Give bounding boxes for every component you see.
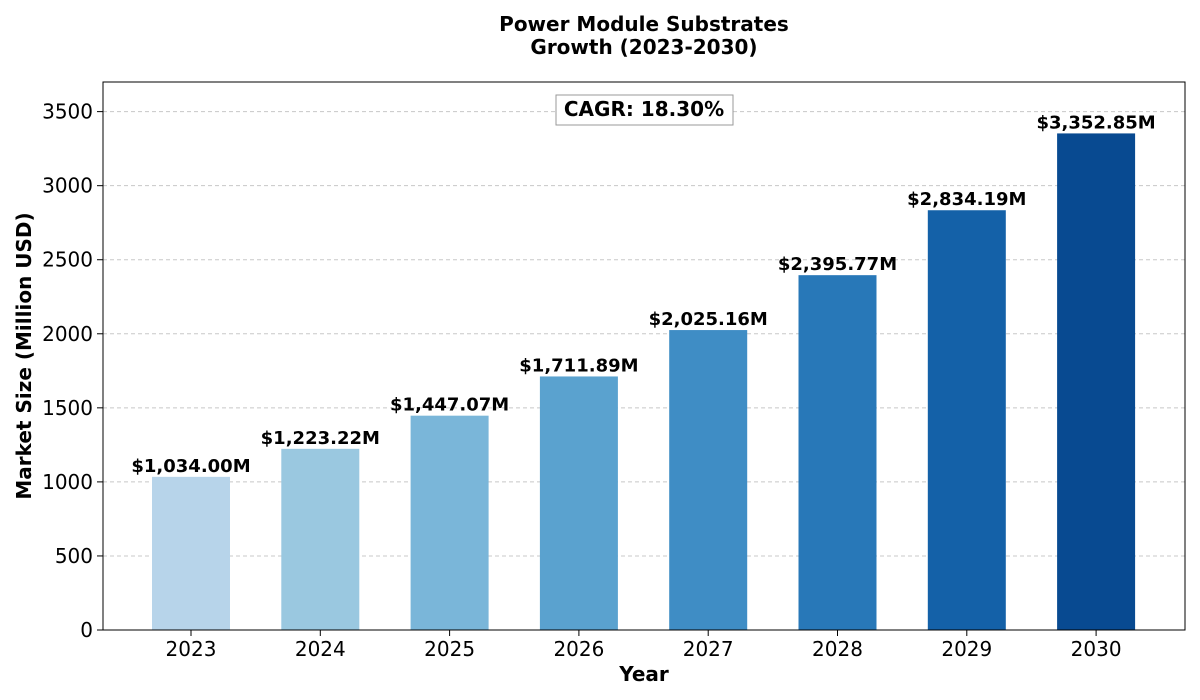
- x-axis-label: Year: [618, 662, 669, 686]
- bar: [410, 415, 489, 630]
- gridlines: [103, 111, 1185, 557]
- x-tick-label: 2023: [166, 637, 217, 661]
- y-tick-label: 1000: [42, 470, 93, 494]
- plot-frame: [102, 81, 1186, 631]
- bar: [669, 330, 748, 630]
- bars: [152, 133, 1136, 631]
- bar-value-label: $1,711.89M: [519, 355, 638, 376]
- y-tick-label: 3000: [42, 174, 93, 198]
- x-tick-label: 2024: [295, 637, 346, 661]
- bar-value-label: $1,223.22M: [261, 428, 380, 449]
- bar-value-label: $2,834.19M: [907, 189, 1026, 210]
- bar: [152, 476, 230, 630]
- y-tick-label: 2000: [42, 322, 93, 346]
- bar: [281, 448, 360, 630]
- y-tick-label: 500: [55, 544, 93, 568]
- y-tick-label: 1500: [42, 396, 93, 420]
- y-tick-label: 2500: [42, 248, 93, 272]
- cagr-text: CAGR: 18.30%: [564, 97, 724, 121]
- y-axis-label: Market Size (Million USD): [12, 212, 36, 499]
- x-tick-label: 2030: [1071, 637, 1122, 661]
- x-axis-ticks: 2023 2024 2025 2026 2027 2028 2029 2030: [166, 630, 1122, 661]
- bar: [798, 275, 877, 630]
- cagr-box: [555, 94, 734, 126]
- x-tick-label: 2026: [553, 637, 604, 661]
- bar-value-label: $1,034.00M: [131, 456, 250, 477]
- bar-value-labels: $1,034.00M $1,223.22M $1,447.07M $1,711.89M…: [131, 112, 1155, 476]
- x-tick-label: 2025: [424, 637, 475, 661]
- chart-title-line-1: Power Module Substrates: [499, 12, 789, 36]
- bar-value-label: $3,352.85M: [1036, 112, 1155, 133]
- x-tick-label: 2028: [812, 637, 863, 661]
- bar-value-label: $2,025.16M: [649, 309, 768, 330]
- x-tick-label: 2029: [941, 637, 992, 661]
- chart-title-line-2: Growth (2023-2030): [530, 35, 757, 59]
- bar-value-label: $1,447.07M: [390, 395, 509, 416]
- bar: [539, 376, 618, 630]
- y-axis-ticks: 0 500 1000 1500 2000 2500 3000 3500: [42, 100, 103, 642]
- bar-value-label: $2,395.77M: [778, 254, 897, 275]
- x-tick-label: 2027: [683, 637, 734, 661]
- y-tick-label: 0: [80, 618, 93, 642]
- cagr-annotation: CAGR: 18.30%: [555, 94, 734, 126]
- bar: [1057, 133, 1136, 631]
- y-tick-label: 3500: [42, 100, 93, 124]
- bar: [927, 210, 1006, 631]
